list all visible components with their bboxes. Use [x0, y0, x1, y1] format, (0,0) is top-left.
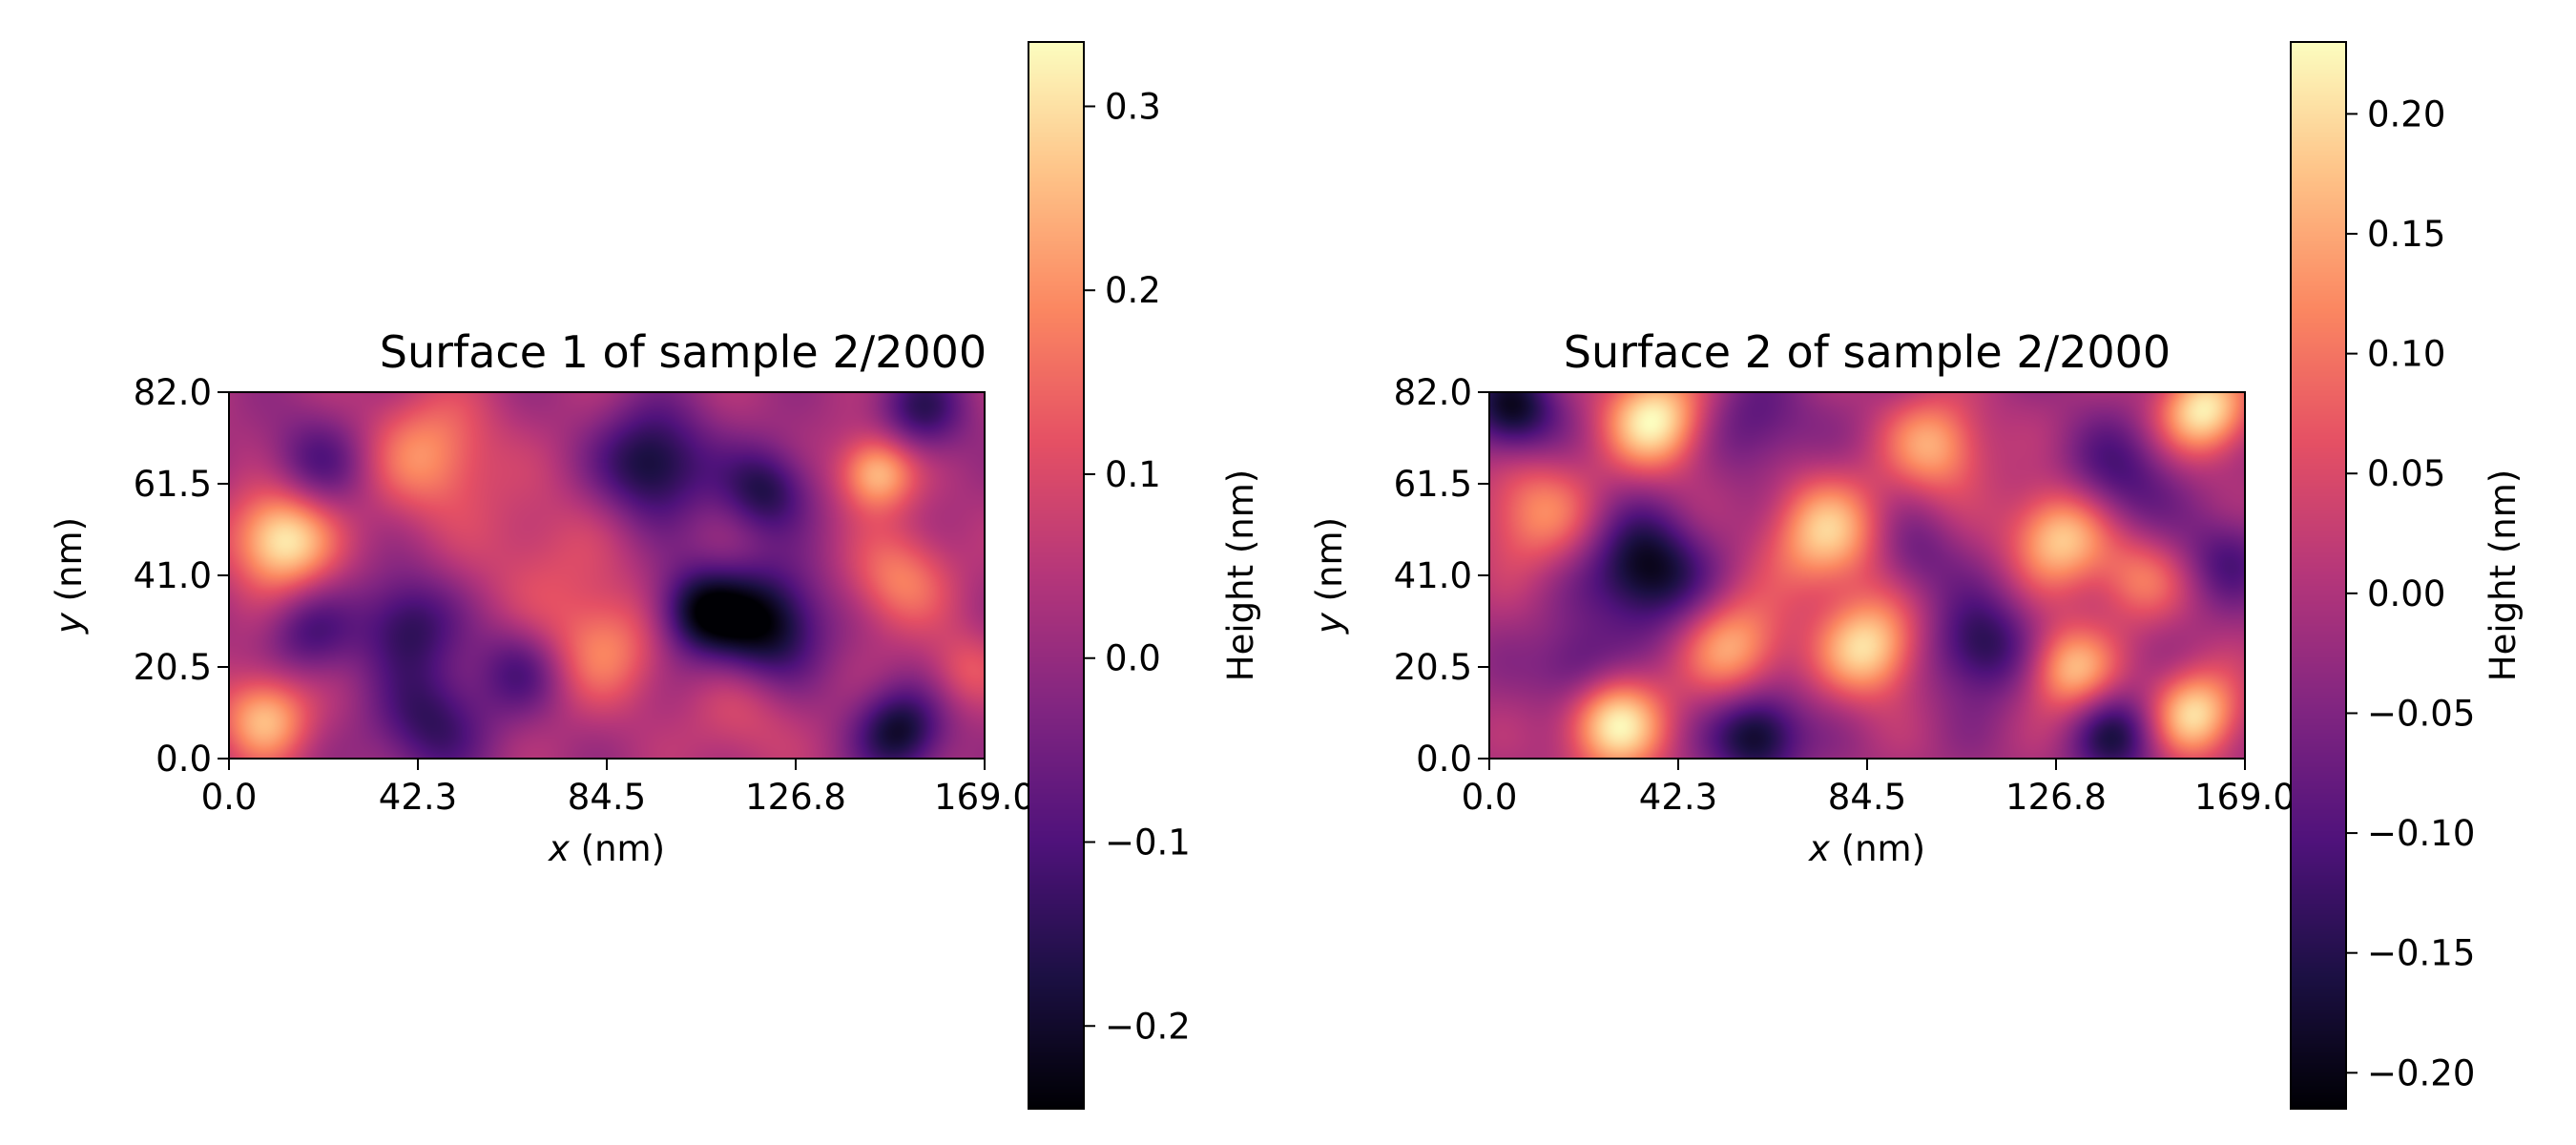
x-tick-label: 42.3: [1639, 777, 1717, 818]
y-axis-label: y (nm): [49, 517, 90, 635]
colorbar-tick-label: −0.05: [2367, 693, 2475, 734]
x-axis-label: x (nm): [1808, 828, 1925, 869]
colorbar-tick-label: −0.2: [1105, 1006, 1191, 1047]
colorbar-tick-label: −0.20: [2367, 1052, 2475, 1093]
y-tick-label: 41.0: [134, 555, 212, 596]
x-tick-label: 84.5: [568, 777, 646, 818]
colorbar-frame: [2290, 41, 2347, 1110]
y-axis-label-var: y: [1309, 612, 1350, 635]
x-axis-label-unit: (nm): [570, 828, 665, 869]
x-tick-label: 169.0: [2194, 777, 2296, 818]
x-axis-label: x (nm): [548, 828, 665, 869]
colorbar-label: Height (nm): [1220, 469, 1261, 681]
y-tick-label: 0.0: [156, 739, 212, 780]
heatmap-image-2: [1489, 392, 2245, 759]
x-tick-label: 0.0: [201, 777, 258, 818]
x-axis-label-var: x: [1808, 828, 1831, 869]
y-axis-label-unit: (nm): [1309, 517, 1350, 613]
colorbar-tick-label: −0.10: [2367, 813, 2475, 854]
colorbar-tick-label: 0.10: [2367, 334, 2445, 375]
y-tick-label: 61.5: [1394, 464, 1472, 505]
colorbar-tick-label: 0.20: [2367, 94, 2445, 135]
colorbar-tick-label: −0.15: [2367, 933, 2475, 974]
colorbar-tick-label: 0.3: [1105, 86, 1161, 127]
colorbar-gradient-1: [1028, 42, 1084, 1109]
y-tick-label: 82.0: [1394, 372, 1472, 413]
colorbar-tick-label: −0.1: [1105, 822, 1191, 864]
y-tick-label: 0.0: [1416, 739, 1472, 780]
colorbar-tick-label: 0.0: [1105, 638, 1161, 679]
x-tick-label: 126.8: [2005, 777, 2107, 818]
y-tick-label: 20.5: [1394, 647, 1472, 688]
colorbar-tick-label: 0.2: [1105, 270, 1161, 311]
chart-title: Surface 2 of sample 2/2000: [1564, 326, 2171, 378]
heatmap-image-1: [229, 392, 985, 759]
x-tick-label: 42.3: [379, 777, 457, 818]
colorbar-label: Height (nm): [2483, 469, 2524, 681]
x-tick-label: 126.8: [745, 777, 846, 818]
x-tick-label: 0.0: [1462, 777, 1518, 818]
colorbar-tick-label: 0.1: [1105, 454, 1161, 495]
colorbar-tick-label: 0.00: [2367, 573, 2445, 614]
colorbar-tick-label: 0.15: [2367, 214, 2445, 255]
x-tick-label: 84.5: [1828, 777, 1906, 818]
colorbar-frame: [1028, 41, 1085, 1110]
y-axis-label: y (nm): [1309, 517, 1350, 635]
colorbar-tick-label: 0.05: [2367, 453, 2445, 494]
x-axis-label-var: x: [548, 828, 571, 869]
x-axis-label-unit: (nm): [1830, 828, 1925, 869]
y-tick-label: 61.5: [134, 464, 212, 505]
y-tick-label: 41.0: [1394, 555, 1472, 596]
y-tick-label: 82.0: [134, 372, 212, 413]
colorbar-gradient-2: [2291, 42, 2346, 1109]
chart-title: Surface 1 of sample 2/2000: [380, 326, 987, 378]
y-axis-label-var: y: [49, 612, 90, 635]
y-tick-label: 20.5: [134, 647, 212, 688]
x-tick-label: 169.0: [934, 777, 1035, 818]
y-axis-label-unit: (nm): [49, 517, 90, 613]
